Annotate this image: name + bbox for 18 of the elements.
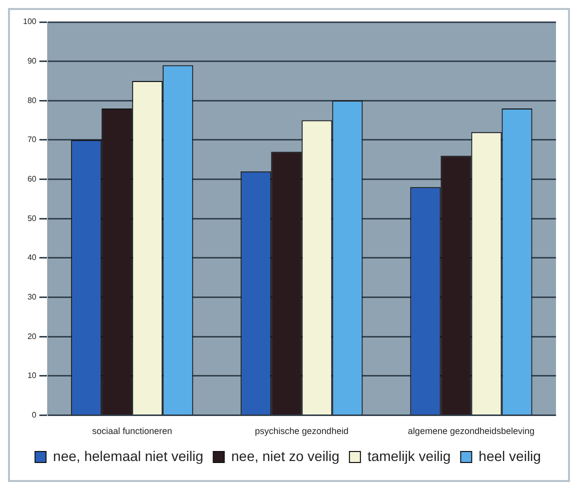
y-tick-label: 90 [27, 56, 37, 66]
y-tick-label: 10 [27, 371, 37, 380]
y-tick-label: 20 [27, 332, 37, 341]
y-tick-label: 30 [27, 292, 37, 302]
legend-label: heel veilig [478, 448, 541, 464]
y-tick-label: 60 [27, 174, 37, 184]
y-tick-label: 100 [22, 17, 37, 26]
legend-label: nee, niet zo veilig [231, 448, 340, 464]
x-tick-label: algemene gezondheidsbeleving [408, 426, 535, 436]
y-tick-label: 0 [32, 410, 37, 420]
y-tick-label: 80 [27, 96, 37, 105]
y-tick-label: 70 [27, 135, 37, 144]
legend-label: nee, helemaal niet veilig [53, 448, 204, 464]
x-tick-label: sociaal functioneren [92, 426, 172, 436]
y-tick-label: 50 [27, 214, 37, 223]
legend-label: tamelijk veilig [367, 448, 451, 464]
y-tick-label: 40 [27, 253, 37, 262]
x-tick-label: psychische gezondheid [254, 426, 348, 436]
